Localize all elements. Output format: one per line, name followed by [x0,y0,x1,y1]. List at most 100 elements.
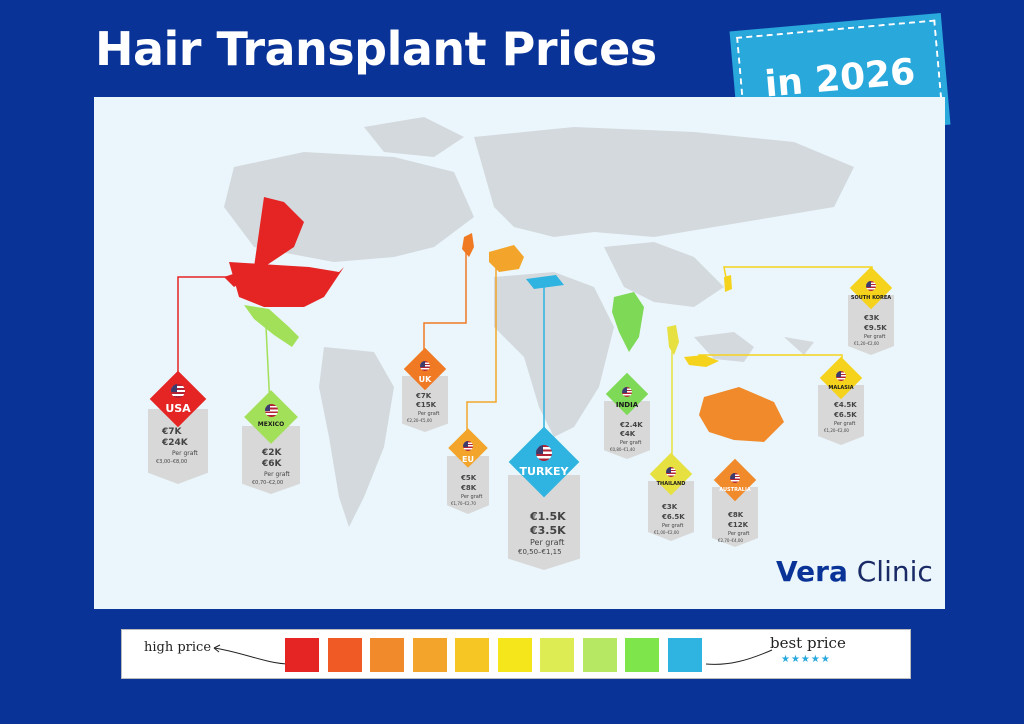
usa-region [224,197,344,307]
legend-swatch [285,638,319,672]
us-flag-icon [536,445,552,461]
graft-range: €1,70–€2,70 [451,501,476,506]
india-region [612,292,644,352]
price-high: €8K [461,484,477,492]
price-high: €15K [416,401,437,409]
country-name: INDIA [615,401,639,409]
price-high: €6K [262,459,282,469]
country-name: AUSTRALIA [719,487,751,493]
per-graft-label: Per graft [728,531,750,537]
mexico-region [244,305,299,347]
price-low: €2.4K [620,421,643,429]
price-low: €2K [262,448,282,458]
south-korea-region [724,275,732,292]
country-card-india: INDIA €2.4K €4K Per graft €0,80–€1,40 [604,372,650,461]
logo-first-word: Vera [776,555,848,588]
country-card-usa: USA €7K €24K Per graft €3,00–€8,00 [148,370,208,489]
us-flag-icon [420,361,430,371]
graft-range: €0,80–€1,40 [610,447,635,452]
price-low: €7K [416,392,432,400]
country-card-turkey: TURKEY €1.5K €3.5K Per graft €0,50–€1,15 [508,426,580,572]
price-high: €6.5K [662,513,685,521]
graft-range: €1,20–€2,00 [824,428,849,433]
price-high: €6.5K [834,411,857,419]
graft-range: €3,00–€8,00 [156,459,188,465]
thailand-region [667,325,679,355]
price-low: €3K [864,314,880,322]
us-flag-icon [666,467,676,477]
per-graft-label: Per graft [461,494,483,500]
country-name: UK [418,375,432,384]
diamond-content: MEXICO [242,402,300,428]
price-low: €5K [461,474,477,482]
price-high: €4K [620,430,636,438]
legend-swatch [455,638,489,672]
price-high: €24K [162,438,188,448]
legend-high-label: high price [144,640,212,655]
graft-range: €1,00–€2,00 [654,530,679,535]
us-flag-icon [866,281,876,291]
eu-region [489,245,524,272]
legend-swatch [412,638,447,672]
legend-swatch [667,638,702,672]
uk-region [462,233,474,257]
us-flag-icon [836,371,846,381]
logo-second-word: Clinic [847,555,933,588]
us-flag-icon [171,384,185,398]
country-card-mexico: MEXICO €2K €6K Per graft €0,70–€2,00 [242,390,300,498]
graft-range: €0,70–€2,00 [252,480,284,486]
country-card-malasia: MALASIA €4.5K €6.5K Per graft €1,20–€2,0… [818,356,864,447]
world-map-panel: USA €7K €24K Per graft €3,00–€8,00 MEXIC… [94,97,945,609]
country-card-south-korea: SOUTH KOREA €3K €9.5K Per graft €1,20–€2… [848,266,894,357]
per-graft-label: Per graft [530,538,565,547]
country-name: MEXICO [257,421,285,428]
graft-range: €2,70–€4,00 [718,538,743,543]
price-low: €7K [162,427,182,437]
per-graft-label: Per graft [662,523,684,529]
country-name: MALASIA [828,385,854,391]
per-graft-label: Per graft [172,450,198,457]
legend-arrow-icon [213,644,291,665]
us-flag-icon [264,404,278,417]
malasia-region [684,355,719,367]
price-high: €3.5K [530,524,566,537]
legend-swatch [540,638,574,672]
country-card-thailand: THAILAND €3K €6.5K Per graft €1,00–€2,00 [648,452,694,543]
diamond-content: UK [402,356,448,384]
country-name: SOUTH KOREA [850,295,892,301]
diamond-content: USA [148,383,208,415]
legend-swatch [625,638,659,672]
australia-region [699,387,784,442]
diamond-content: SOUTH KOREA [848,276,894,301]
per-graft-label: Per graft [864,334,886,340]
per-graft-label: Per graft [620,440,642,446]
price-low: €4.5K [834,401,857,409]
price-legend: high price best price ★★★★★ [121,629,911,679]
us-flag-icon [622,387,632,397]
world-map [177,117,873,527]
diamond-content: INDIA [604,382,650,409]
diamond-content: TURKEY [508,445,580,478]
legend-best-label: best price [770,634,846,652]
diamond-content: EU [447,436,489,464]
country-card-eu: EU €5K €8K Per graft €1,70–€2,70 [447,428,489,516]
us-flag-icon [463,441,473,451]
per-graft-label: Per graft [418,411,440,417]
graft-range: €1,20–€2,00 [854,341,879,346]
country-card-uk: UK €7K €15K Per graft €2,20–€5,00 [402,347,448,434]
country-name: USA [165,402,191,415]
page-title: Hair Transplant Prices [95,22,657,76]
country-name: THAILAND [656,481,686,487]
price-high: €12K [728,521,749,529]
country-card-australia: AUSTRALIA €8K €12K Per graft €2,70–€4,00 [712,458,758,549]
price-low: €3K [662,503,678,511]
graft-range: €0,50–€1,15 [518,548,562,556]
legend-swatch [370,638,404,672]
diamond-content: MALASIA [818,366,864,391]
diamond-content: THAILAND [648,462,694,487]
per-graft-label: Per graft [264,471,290,478]
legend-swatch [327,638,362,672]
us-flag-icon [730,473,740,483]
country-name: EU [462,455,474,464]
price-low: €8K [728,511,744,519]
